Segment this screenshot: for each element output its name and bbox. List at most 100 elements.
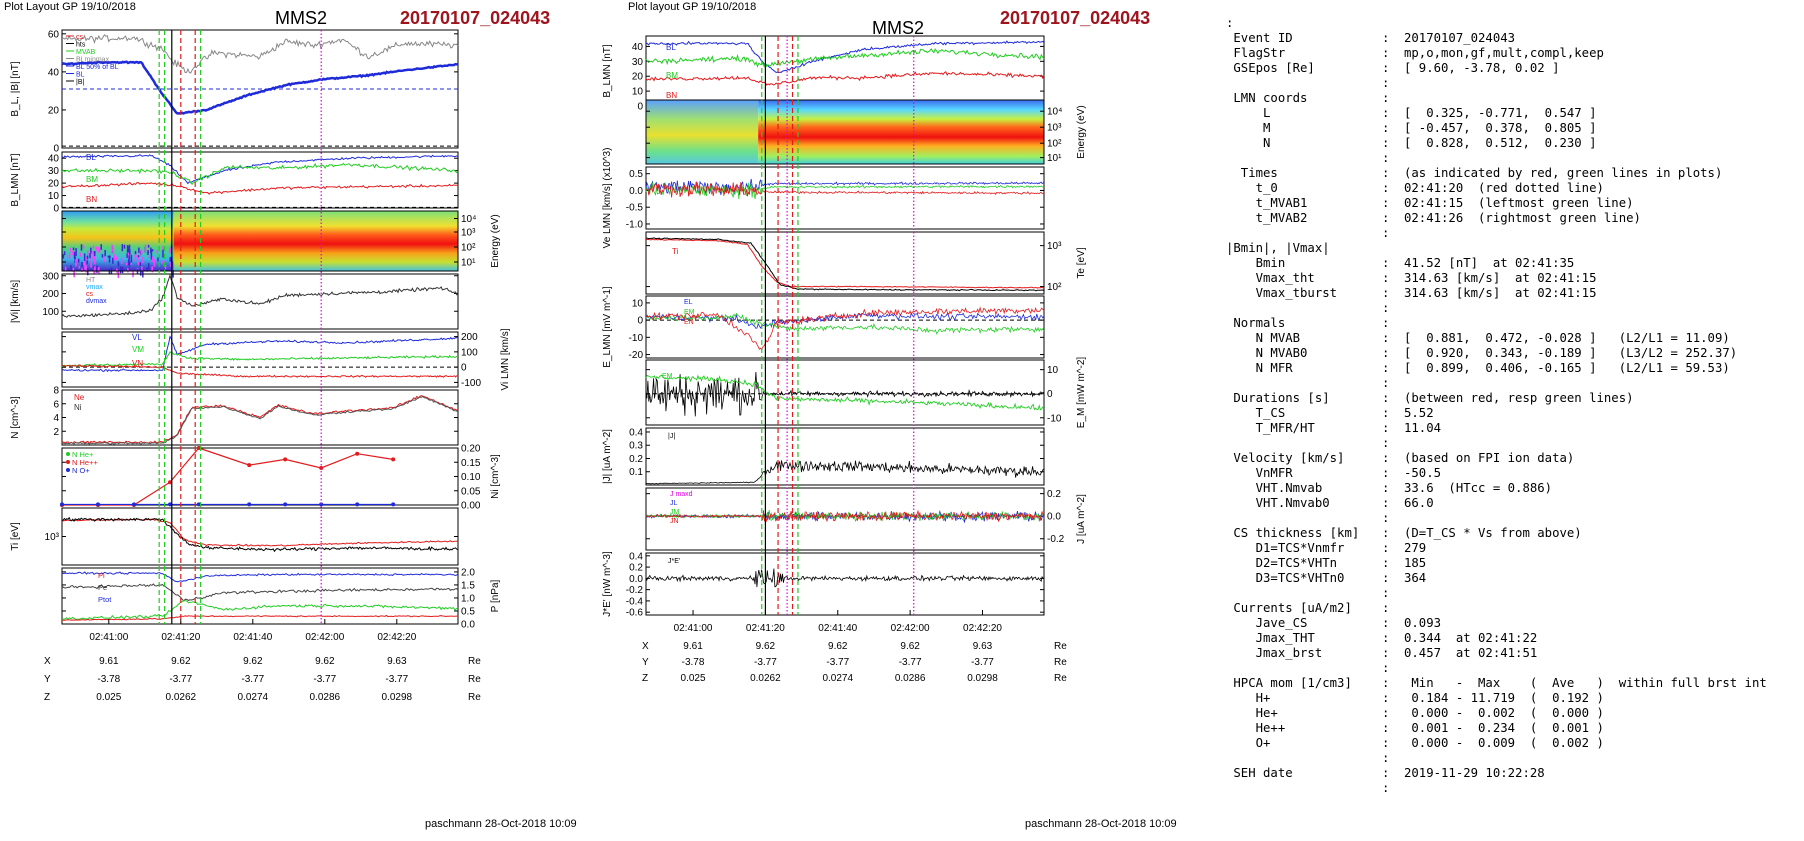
spectrogram-speck [73, 251, 76, 259]
info-colon: : [1382, 271, 1390, 285]
middle-layout-label: Plot layout GP 19/10/2018 [628, 1, 757, 13]
m-je-ylabel: J*E' [nW m^-3] [602, 551, 613, 617]
spectrogram-speck [161, 260, 163, 264]
vilmn-vl [61, 335, 459, 373]
info-key: SEH date [1226, 766, 1293, 780]
spectrogram-speck [144, 244, 147, 252]
spectrogram-tick-label: 10³ [461, 228, 476, 239]
coord-row-label: Z [642, 673, 648, 684]
coord-value: -3.77 [313, 674, 336, 685]
info-key [1226, 76, 1382, 91]
legend-label: |B| [76, 79, 84, 86]
info-row: : [1226, 781, 1796, 796]
info-value: 5.52 [1404, 406, 1434, 420]
blmn-panel-frame [61, 151, 459, 209]
info-value: 33.6 (HTcc = 0.886) [1404, 481, 1553, 495]
legend-label: Ni [74, 403, 82, 412]
legend-label: dvmax [86, 298, 107, 305]
spectrogram-speck [86, 256, 88, 265]
info-colon: : [1382, 286, 1390, 300]
n-panel-tick-label: 8 [53, 386, 59, 397]
info-value: 02:41:15 (leftmost green line) [1404, 196, 1634, 210]
time-tick-label: 02:41:20 [161, 632, 200, 643]
spectrogram-speck [128, 260, 131, 267]
spectrogram-speck [121, 257, 123, 264]
legend-label: EL [684, 299, 693, 306]
spectrogram-speck [87, 268, 89, 276]
spectrogram-speck [128, 244, 131, 249]
m-j-tick-label: 0.1 [629, 467, 643, 478]
info-key [1226, 511, 1382, 526]
info-value: 11.04 [1404, 421, 1442, 435]
m-j-tick-label: 0.4 [629, 427, 643, 438]
info-colon: : [1382, 706, 1390, 720]
spectrogram-speck [169, 247, 171, 254]
info-colon: : [1382, 346, 1390, 360]
p-panel-tick-label: 0.0 [461, 620, 475, 631]
legend-label: |J| [668, 433, 675, 440]
info-row: t_MVAB2:02:41:26 (rightmost green line) [1226, 211, 1796, 226]
middle-spacecraft-title: MMS2 [872, 18, 925, 38]
info-value: Min - Max ( Ave ) within full brst int [1404, 676, 1767, 690]
coord-value: 0.0262 [166, 692, 197, 703]
legend-marker [66, 452, 70, 456]
time-tick-label: 02:42:20 [377, 632, 416, 643]
info-row: Vmax_tburst:314.63 [km/s] at 02:41:15 [1226, 286, 1796, 301]
hpca-point [355, 502, 360, 507]
p-panel-tick-label: 0.5 [461, 606, 475, 617]
info-key: HPCA mom [1/cm3] [1226, 676, 1352, 690]
info-key: Vmax_tburst [1226, 286, 1338, 300]
info-row: t_MVAB1:02:41:15 (leftmost green line) [1226, 196, 1796, 211]
spectrogram-speck [115, 256, 117, 260]
spectrogram-speck [83, 253, 86, 261]
m-je-tick-label: -0.4 [626, 596, 644, 607]
info-key [1226, 151, 1382, 166]
blmn-panel-ylabel: B_LMN [nT] [10, 153, 21, 207]
spectrogram-speck [72, 247, 75, 251]
info-colon: : [1382, 181, 1390, 195]
coord-value: 0.025 [96, 692, 121, 703]
coord-unit: Re [468, 674, 481, 685]
p-red [61, 614, 458, 621]
info-row: He++: 0.001 - 0.234 ( 0.001 ) [1226, 721, 1796, 736]
info-key: N MFR [1226, 361, 1293, 375]
coord-value: 0.0274 [238, 692, 269, 703]
spectrogram-speck [170, 262, 172, 268]
info-row: : [1226, 661, 1796, 676]
ti-panel-ylabel: Ti [eV] [10, 522, 21, 551]
b-panel-tick-label: 40 [48, 67, 60, 78]
spectrogram-frame [61, 210, 459, 272]
coord-value: -3.77 [385, 674, 408, 685]
legend-label: BN [666, 91, 677, 100]
info-row: N MVAB0: [ 0.920, 0.343, -0.189 ] (L3/L2 … [1226, 346, 1796, 361]
coord-value: -3.77 [169, 674, 192, 685]
info-key: Vmax_tht [1226, 271, 1315, 285]
legend-label: BLminmax [76, 57, 110, 64]
info-value: (as indicated by red, green lines in plo… [1404, 166, 1723, 180]
info-value: 02:41:26 (rightmost green line) [1404, 211, 1641, 225]
info-row: VHT.Nmvab0:66.0 [1226, 496, 1796, 511]
hpca-point [283, 502, 288, 507]
spectrogram-speck [75, 258, 77, 267]
coord-value: 9.62 [243, 656, 263, 667]
m-spectrogram-tick-label: 10³ [1047, 123, 1062, 134]
hpca-panel-tick-label: 0.15 [461, 458, 481, 469]
m-spectrogram-post [758, 100, 1044, 164]
info-value: 0.001 - 0.234 ( 0.001 ) [1404, 721, 1604, 735]
hpca-point [196, 502, 201, 507]
m-j-tick-label: 0.3 [629, 441, 643, 452]
vilmn-panel-tick-label: -100 [461, 378, 481, 389]
m-em-black [645, 371, 1045, 417]
info-row: SEH date:2019-11-29 10:22:28 [1226, 766, 1796, 781]
spectrogram-speck [104, 249, 106, 257]
info-key: N MVAB0 [1226, 346, 1308, 360]
info-value: 364 [1404, 571, 1427, 585]
spectrogram-speck [93, 253, 95, 262]
legend-label: BM [86, 175, 98, 184]
spectrogram-speck [138, 247, 140, 253]
b-l-line [61, 60, 459, 115]
spectrogram-speck [126, 253, 128, 258]
hpca-point [247, 502, 252, 507]
info-row: : [1226, 511, 1796, 526]
spectrogram-tick-label: 10⁴ [461, 214, 476, 225]
